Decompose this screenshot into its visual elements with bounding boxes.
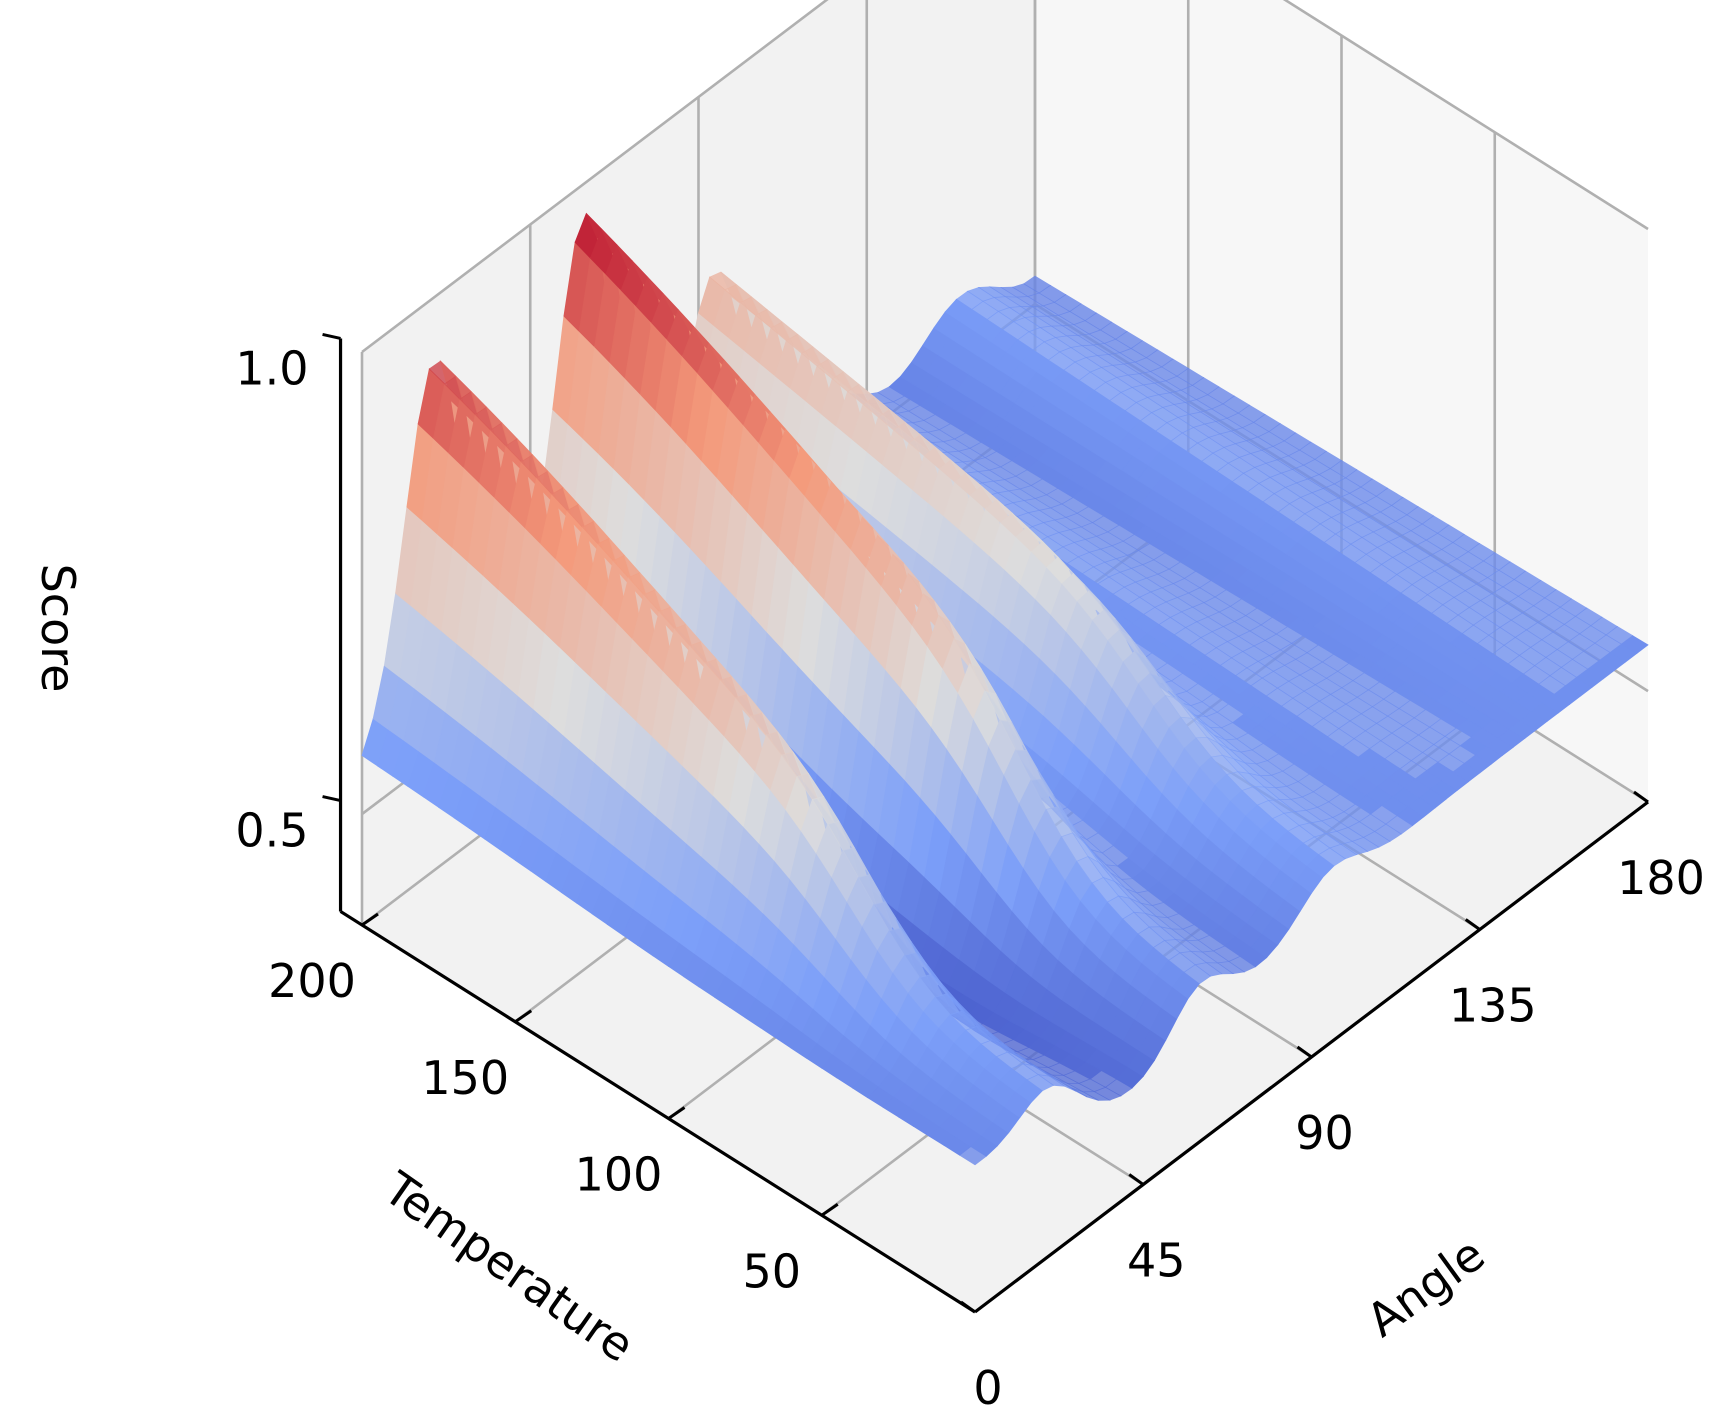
y-tick [820, 1203, 839, 1217]
x-tick [960, 1300, 976, 1314]
x-axis-label: Angle [1357, 1227, 1495, 1348]
grid-line-score-right [1282, 0, 1649, 231]
z-tick [322, 332, 341, 340]
x-tick [1464, 918, 1481, 931]
grid-line-score-left [361, 0, 829, 354]
x-tick-label: 45 [1127, 1234, 1186, 1288]
x-tick-label: 135 [1449, 979, 1537, 1033]
z-axis-label: Score [31, 564, 85, 693]
x-tick [1633, 790, 1649, 804]
x-tick [1296, 1045, 1313, 1059]
z-tick-label: 1.0 [235, 341, 308, 395]
y-tick-label: 200 [268, 954, 356, 1008]
x-tick-label: 90 [1295, 1106, 1354, 1160]
y-tick-label: 150 [421, 1051, 509, 1105]
x-tick-label: 0 [973, 1361, 1002, 1415]
y-tick-label: 50 [742, 1244, 801, 1298]
y-tick-label: 100 [575, 1148, 663, 1202]
y-tick [667, 1106, 686, 1120]
x-tick-label: 180 [1617, 851, 1705, 905]
y-tick [361, 912, 379, 927]
surface-mesh [361, 212, 1649, 1166]
tick-marks: 0 45 90 135 180 50 100 150 200 0.5 1.0 [235, 332, 1705, 1415]
y-tick [514, 1009, 533, 1023]
surface-patch [1620, 635, 1649, 654]
x-tick [1128, 1173, 1145, 1186]
z-tick [322, 795, 341, 803]
y-axis-line [339, 910, 976, 1314]
z-tick-label: 0.5 [235, 804, 308, 858]
